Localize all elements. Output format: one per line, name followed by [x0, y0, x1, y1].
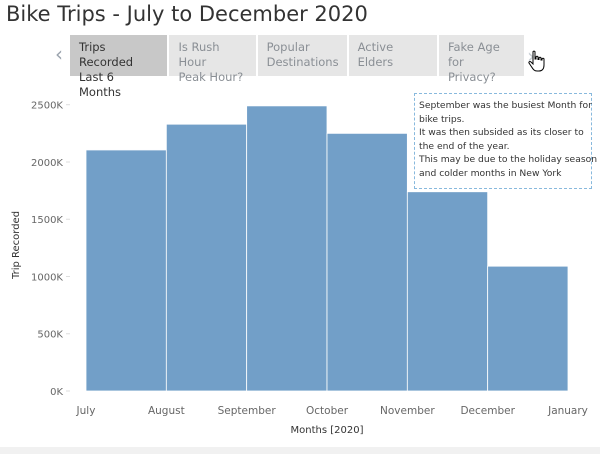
tab-label-line1: Active Elders [357, 40, 394, 69]
annotation-line: the end of the year. [419, 140, 510, 152]
annotation-box: September was the busiest Month for bike… [414, 93, 598, 189]
y-tick-label: 500K [37, 330, 63, 341]
tab-trips-recorded[interactable]: Trips Recorded Last 6 Months [70, 35, 168, 99]
y-axis-ticks: 0K 500K 1000K 1500K 2000K 2500K [31, 101, 70, 398]
x-tick-label: January [547, 405, 588, 417]
chevron-left-icon[interactable]: ‹ [55, 42, 63, 66]
y-tick-label: 0K [50, 387, 63, 398]
trips-bar-chart: 0K 500K 1000K 1500K 2000K 2500K July August Sep… [11, 101, 588, 436]
tab-label-line2: Destinations [266, 55, 339, 69]
bar-august[interactable] [165, 123, 248, 392]
tab-label-line1: Is Rush Hour [178, 40, 220, 69]
x-tick-label: October [306, 405, 349, 417]
tab-label-line2: Peak Hour? [178, 70, 244, 84]
annotation-line: September was the busiest Month for [419, 100, 592, 111]
tab-label-line2: Privacy? [447, 70, 496, 84]
bar-december[interactable] [487, 265, 569, 392]
bar-october[interactable] [326, 132, 408, 392]
x-tick-label: September [218, 405, 277, 417]
hand-pointer-icon [528, 50, 545, 72]
x-tick-label: December [460, 405, 515, 417]
y-axis-title: Trip Recorded [11, 211, 22, 280]
y-tick-label: 1500K [31, 215, 63, 226]
tab-label-line2: Last 6 Months [79, 70, 122, 99]
bar-september[interactable] [246, 105, 328, 392]
tab-rush-hour[interactable]: Is Rush Hour Peak Hour? [169, 35, 256, 84]
tab-label-line1: Fake Age for [447, 40, 500, 69]
annotation-line: It was then subsided as its closer to [419, 127, 584, 138]
y-tick-label: 2500K [31, 101, 63, 112]
x-tick-label: July [76, 405, 96, 417]
tab-label-line1: Trips Recorded [79, 40, 134, 69]
bars-group [85, 105, 569, 392]
bottom-strip [0, 447, 600, 454]
bar-july[interactable] [85, 149, 167, 392]
tab-active-elders[interactable]: Active Elders [348, 35, 437, 76]
annotation-line: This may be due to the holiday season [419, 154, 598, 165]
y-tick-label: 2000K [31, 158, 63, 169]
annotation-line: bike trips. [419, 113, 465, 125]
x-axis-ticks: July August September October November Decemb… [76, 405, 588, 417]
x-axis-title: Months [2020] [291, 425, 364, 436]
tab-label-line1: Popular [266, 40, 310, 54]
x-tick-label: November [380, 405, 435, 417]
story-tabs: Trips Recorded Last 6 Months Is Rush Hou… [70, 35, 524, 99]
x-tick-label: August [148, 405, 185, 417]
y-tick-label: 1000K [31, 272, 63, 283]
page-title: Bike Trips - July to December 2020 [6, 2, 368, 26]
chevron-right-icon[interactable]: › [527, 44, 535, 68]
bar-november[interactable] [406, 191, 489, 392]
tab-popular-destinations[interactable]: Popular Destinations [257, 35, 347, 76]
tab-fake-age[interactable]: Fake Age for Privacy? [438, 35, 524, 84]
annotation-line: and colder months in New York [419, 167, 562, 179]
